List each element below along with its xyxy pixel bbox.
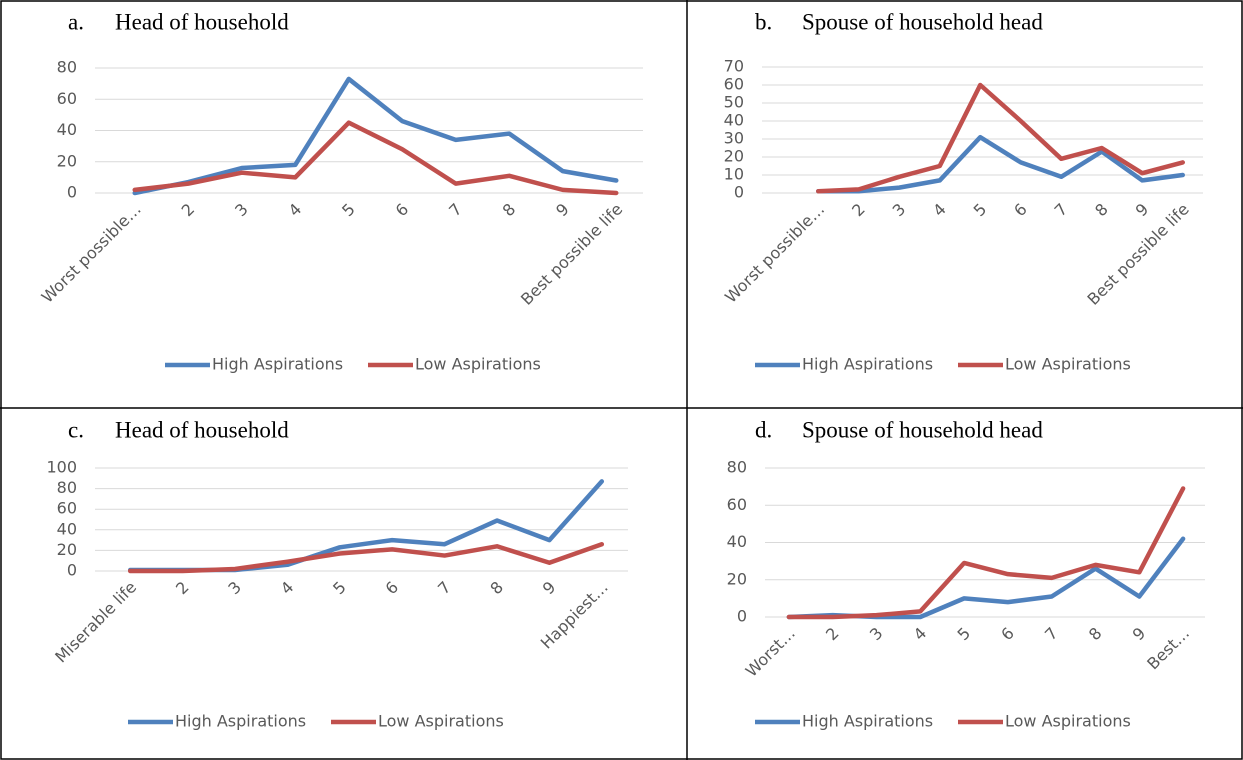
x-tick-label: 8: [1085, 624, 1106, 645]
x-tick-label: 3: [224, 578, 245, 599]
x-tick-label: 6: [382, 578, 403, 599]
data-line: [786, 536, 1186, 620]
x-tick-label: 8: [1091, 200, 1112, 221]
legend-label: Low Aspirations: [1005, 355, 1131, 374]
data-line: [132, 120, 619, 196]
x-tick-label: Best possible life: [517, 200, 626, 309]
y-tick-label: 30: [724, 129, 744, 148]
x-tick-label: 2: [848, 200, 869, 221]
x-tick-label: 6: [1010, 200, 1031, 221]
y-tick-label: 40: [724, 111, 744, 130]
x-tick-label: 6: [392, 200, 413, 221]
legend-label: Low Aspirations: [1005, 712, 1131, 731]
chart-title: Head of household: [115, 9, 289, 34]
x-tick-label: 9: [552, 200, 573, 221]
x-tick-label: 2: [178, 200, 199, 221]
y-tick-label: 70: [724, 57, 744, 76]
y-tick-label: 100: [46, 458, 77, 477]
legend-label: Low Aspirations: [415, 355, 541, 374]
y-tick-label: 0: [67, 183, 77, 202]
x-tick-label: 5: [329, 578, 350, 599]
x-tick-label: 7: [445, 200, 466, 221]
x-tick-label: 4: [277, 578, 298, 599]
y-tick-label: 60: [57, 499, 77, 518]
x-tick-label: 5: [338, 200, 359, 221]
data-line: [132, 76, 619, 196]
x-tick-label: 5: [953, 624, 974, 645]
x-tick-label: 7: [1041, 624, 1062, 645]
x-tick-label: 3: [866, 624, 887, 645]
x-tick-label: 4: [929, 200, 950, 221]
y-tick-label: 50: [724, 93, 744, 112]
legend-label: High Aspirations: [802, 355, 933, 374]
y-tick-label: 0: [737, 607, 747, 626]
x-tick-label: 3: [231, 200, 252, 221]
y-tick-label: 10: [724, 165, 744, 184]
y-tick-label: 40: [57, 519, 77, 538]
x-tick-label: 3: [889, 200, 910, 221]
x-tick-label: 9: [539, 578, 560, 599]
legend-label: High Aspirations: [175, 712, 306, 731]
x-tick-label: 2: [172, 578, 193, 599]
x-tick-label: 5: [970, 200, 991, 221]
panel-label: b.: [755, 9, 772, 34]
x-tick-label: 7: [434, 578, 455, 599]
legend-label: High Aspirations: [212, 355, 343, 374]
y-tick-label: 60: [727, 495, 747, 514]
y-tick-label: 40: [57, 120, 77, 139]
chart-title: Spouse of household head: [802, 417, 1043, 442]
chart-title: Head of household: [115, 417, 289, 442]
y-tick-label: 80: [57, 58, 77, 77]
y-tick-label: 80: [727, 458, 747, 477]
y-tick-label: 20: [57, 540, 77, 559]
x-tick-label: Worst possible…: [38, 200, 145, 307]
x-tick-label: 2: [822, 624, 843, 645]
y-tick-label: 20: [724, 147, 744, 166]
legend-label: High Aspirations: [802, 712, 933, 731]
y-tick-label: 60: [57, 89, 77, 108]
data-line: [127, 541, 605, 574]
y-tick-label: 40: [727, 532, 747, 551]
y-tick-label: 80: [57, 478, 77, 497]
x-tick-label: Worst…: [742, 624, 799, 681]
panel-label: d.: [755, 417, 772, 442]
x-tick-label: 4: [285, 200, 306, 221]
x-tick-label: 8: [486, 578, 507, 599]
panel-label: a.: [68, 9, 84, 34]
x-tick-label: Miserable life: [51, 578, 140, 667]
x-tick-label: 7: [1051, 200, 1072, 221]
x-tick-label: 6: [997, 624, 1018, 645]
y-tick-label: 20: [57, 151, 77, 170]
x-tick-label: 9: [1129, 624, 1150, 645]
legend-label: Low Aspirations: [378, 712, 504, 731]
data-line: [816, 82, 1185, 194]
x-tick-label: 9: [1132, 200, 1153, 221]
y-tick-label: 0: [67, 561, 77, 580]
y-tick-label: 0: [734, 183, 744, 202]
x-tick-label: 4: [910, 624, 931, 645]
x-tick-label: Best…: [1143, 624, 1193, 674]
data-line: [786, 486, 1186, 620]
panel-label: c.: [68, 417, 84, 442]
data-line: [816, 134, 1185, 194]
chart-title: Spouse of household head: [802, 9, 1043, 34]
x-tick-label: 8: [499, 200, 520, 221]
y-tick-label: 20: [727, 569, 747, 588]
x-tick-label: Worst possible…: [721, 200, 828, 307]
y-tick-label: 60: [724, 75, 744, 94]
